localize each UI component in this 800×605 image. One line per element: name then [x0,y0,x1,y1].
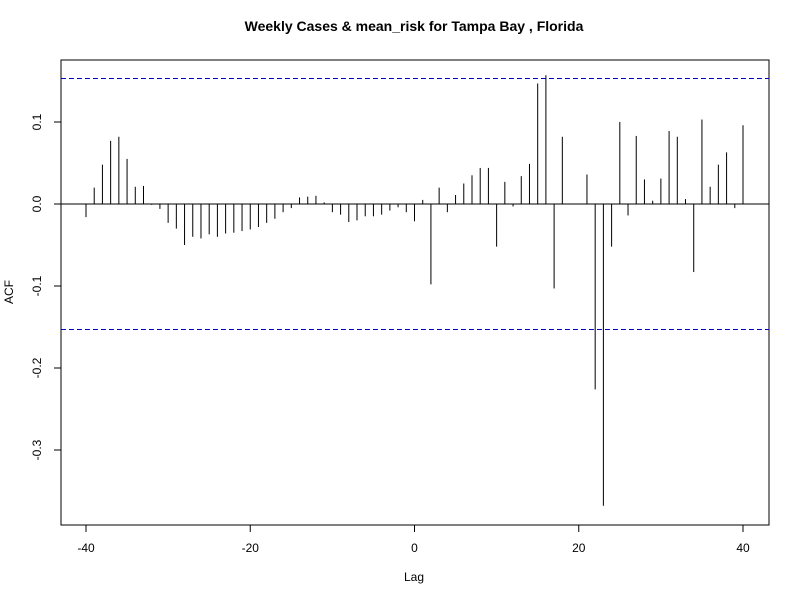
chart-title: Weekly Cases & mean_risk for Tampa Bay ,… [245,18,584,34]
y-axis: -0.3 -0.2 -0.1 0.0 0.1 [30,113,62,460]
x-tick-label: 40 [736,541,750,555]
y-tick-label: 0.1 [30,113,44,130]
x-tick-label: 20 [572,541,586,555]
y-tick-label: -0.2 [30,357,44,378]
y-axis-label: ACF [2,280,16,304]
y-tick-label: -0.1 [30,275,44,296]
x-axis-label: Lag [404,570,424,584]
y-tick-label: 0.0 [30,195,44,212]
x-tick-label: -20 [242,541,260,555]
ccf-bars [85,75,744,506]
x-tick-label: -40 [77,541,95,555]
y-tick-label: -0.3 [30,439,44,460]
plot-frame [60,59,770,526]
x-axis: -40 -20 0 20 40 [77,524,750,555]
x-tick-label: 0 [411,541,418,555]
